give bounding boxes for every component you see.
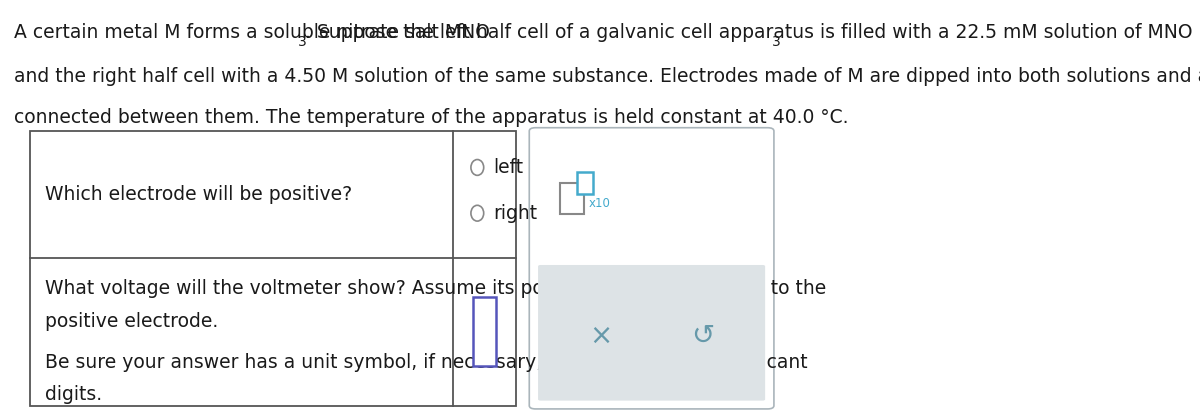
FancyBboxPatch shape xyxy=(30,131,516,406)
FancyBboxPatch shape xyxy=(529,128,774,409)
FancyBboxPatch shape xyxy=(577,172,593,194)
Text: and the right half cell with a 4.50 M solution of the same substance. Electrodes: and the right half cell with a 4.50 M so… xyxy=(14,67,1200,86)
FancyBboxPatch shape xyxy=(538,265,766,401)
Text: A certain metal M forms a soluble nitrate salt MNO: A certain metal M forms a soluble nitrat… xyxy=(14,23,491,42)
Text: right: right xyxy=(493,204,538,223)
Text: Be sure your answer has a unit symbol, if necessary, and round it to 2 significa: Be sure your answer has a unit symbol, i… xyxy=(44,353,808,372)
Text: x10: x10 xyxy=(588,197,611,210)
Text: Which electrode will be positive?: Which electrode will be positive? xyxy=(44,185,352,204)
Text: . Suppose the left half cell of a galvanic cell apparatus is filled with a 22.5 : . Suppose the left half cell of a galvan… xyxy=(305,23,1192,42)
Text: 3: 3 xyxy=(299,35,307,49)
Text: 3: 3 xyxy=(773,35,781,49)
Text: What voltage will the voltmeter show? Assume its positive lead is connected to t: What voltage will the voltmeter show? As… xyxy=(44,279,826,298)
FancyBboxPatch shape xyxy=(559,183,583,214)
Text: ×: × xyxy=(589,322,612,350)
Text: ↺: ↺ xyxy=(691,322,714,350)
Text: left: left xyxy=(493,158,523,177)
Text: connected between them. The temperature of the apparatus is held constant at 40.: connected between them. The temperature … xyxy=(14,108,848,127)
Text: positive electrode.: positive electrode. xyxy=(44,312,218,331)
FancyBboxPatch shape xyxy=(473,297,496,366)
Text: digits.: digits. xyxy=(44,385,102,404)
